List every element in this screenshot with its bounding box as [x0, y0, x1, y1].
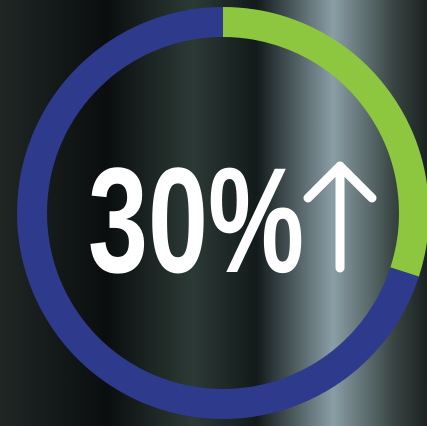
donut-segment [17, 7, 419, 419]
up-arrow [303, 161, 377, 273]
donut-segment [222, 7, 427, 277]
arrow-head [303, 161, 377, 203]
donut [17, 7, 427, 419]
center-label: 30% [88, 137, 304, 305]
